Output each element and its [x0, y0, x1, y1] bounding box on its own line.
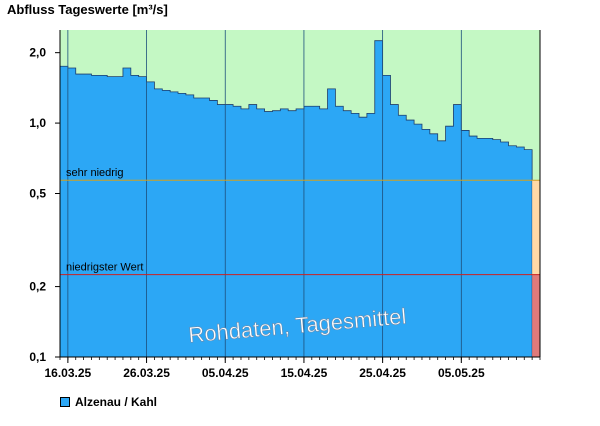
- threshold-band-niedrigster-wert: [532, 274, 540, 357]
- threshold-label-1: niedrigster Wert: [66, 262, 143, 274]
- y-tick-label-0: 0,1: [29, 350, 46, 364]
- threshold-label-0: sehr niedrig: [66, 167, 123, 179]
- x-tick-label-3: 15.04.25: [281, 366, 328, 380]
- y-tick-label-1: 0,2: [29, 280, 46, 294]
- y-tick-label-3: 1,0: [29, 116, 46, 130]
- chart-title: Abfluss Tageswerte [m³/s]: [7, 2, 168, 17]
- y-tick-label-4: 2,0: [29, 46, 46, 60]
- threshold-band-sehr-niedrig: [532, 180, 540, 275]
- x-tick-label-4: 25.04.25: [359, 366, 406, 380]
- legend-label-alzenau-kahl: Alzenau / Kahl: [75, 395, 158, 409]
- x-tick-label-5: 05.05.25: [438, 366, 485, 380]
- legend-swatch: [60, 397, 70, 407]
- y-tick-label-2: 0,5: [29, 187, 46, 201]
- x-tick-label-0: 16.03.25: [45, 366, 92, 380]
- x-tick-label-1: 26.03.25: [123, 366, 170, 380]
- legend: Alzenau / Kahl: [60, 395, 157, 409]
- x-tick-label-2: 05.04.25: [202, 366, 249, 380]
